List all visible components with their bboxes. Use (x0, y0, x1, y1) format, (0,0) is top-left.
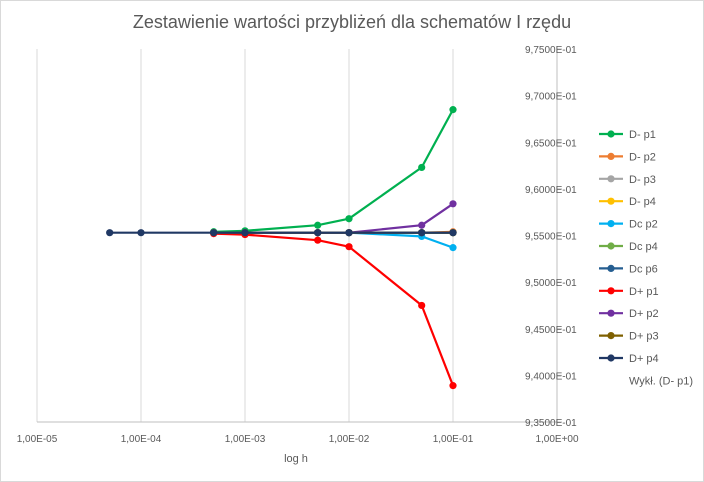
legend-item: D+ p1 (599, 286, 659, 298)
series-line (213, 202, 454, 234)
legend-label: D- p4 (629, 196, 656, 208)
data-point (345, 243, 353, 251)
y-tick-label: 9,5000E-01 (525, 278, 577, 289)
legend-label: D+ p1 (629, 286, 659, 298)
legend-marker (607, 130, 615, 138)
data-point (449, 229, 457, 237)
plot-area: 1,00E-05 1,00E-04 1,00E-03 1,00E-02 1,00E-01… (17, 45, 579, 445)
data-point (241, 229, 249, 237)
legend-marker (607, 354, 615, 362)
legend: D- p1 D- p2 D- p3 D- p4 Dc p2 Dc p4 Dc p6 D+ p1… (599, 129, 693, 387)
data-point (418, 301, 426, 310)
data-point (449, 200, 457, 208)
data-point (449, 106, 457, 114)
legend-item: D- p4 (599, 196, 656, 208)
data-point (345, 229, 353, 237)
legend-label: Dc p2 (629, 219, 658, 231)
legend-label: D+ p4 (629, 353, 659, 365)
legend-label: D+ p3 (629, 331, 659, 343)
data-point (449, 382, 457, 390)
data-point (314, 236, 322, 244)
data-point (345, 215, 353, 223)
y-tick-label: 9,6000E-01 (525, 185, 577, 196)
legend-label: Dc p6 (629, 263, 658, 275)
legend-marker (607, 197, 615, 205)
legend-marker (607, 152, 615, 160)
data-point (314, 229, 322, 237)
y-tick-label: 9,3500E-01 (525, 418, 577, 429)
x-tick-label: 1,00E+00 (535, 434, 579, 445)
data-point (418, 229, 426, 237)
legend-item: D+ p4 (599, 353, 659, 365)
data-point (418, 221, 426, 229)
legend-item: Dc p2 (599, 219, 658, 231)
x-tick-label: 1,00E-03 (225, 434, 266, 445)
y-tick-label: 9,4000E-01 (525, 371, 577, 382)
data-point (137, 229, 145, 237)
data-point (418, 163, 426, 172)
series-line (213, 232, 455, 386)
legend-item: Dc p6 (599, 263, 658, 275)
legend-marker (607, 264, 615, 272)
y-tick-label: 9,5500E-01 (525, 232, 577, 243)
legend-item: D+ p3 (599, 331, 659, 343)
legend-label: D+ p2 (629, 308, 659, 320)
legend-label-trendline: Wykł. (D- p1) (629, 375, 693, 387)
legend-marker (607, 175, 615, 183)
legend-marker (607, 220, 615, 228)
data-point (106, 229, 114, 237)
data-point (314, 221, 322, 229)
legend-marker (607, 287, 615, 295)
legend-label: D- p2 (629, 151, 656, 163)
data-point (449, 244, 457, 252)
y-tick-label: 9,6500E-01 (525, 138, 577, 149)
legend-label: D- p3 (629, 174, 656, 186)
legend-marker (607, 242, 615, 250)
x-tick-label: 1,00E-04 (121, 434, 162, 445)
x-axis-title: log h (284, 453, 308, 465)
legend-marker (607, 309, 615, 317)
legend-item: D- p1 (599, 129, 656, 141)
legend-item: D- p2 (599, 151, 656, 163)
legend-label: D- p1 (629, 129, 656, 141)
x-tick-label: 1,00E-01 (433, 434, 474, 445)
x-tick-label: 1,00E-02 (329, 434, 370, 445)
legend-item: D+ p2 (599, 308, 659, 320)
legend-item: Dc p4 (599, 241, 658, 253)
legend-label: Dc p4 (629, 241, 658, 253)
y-tick-label: 9,7000E-01 (525, 92, 577, 103)
series-line (213, 109, 454, 233)
legend-marker (607, 332, 615, 340)
y-tick-label: 9,7500E-01 (525, 45, 577, 56)
chart-title: Zestawienie wartości przybliżeń dla sche… (133, 12, 571, 32)
x-tick-label: 1,00E-05 (17, 434, 58, 445)
legend-item: D- p3 (599, 174, 656, 186)
data-point (210, 229, 218, 237)
y-tick-label: 9,4500E-01 (525, 325, 577, 336)
